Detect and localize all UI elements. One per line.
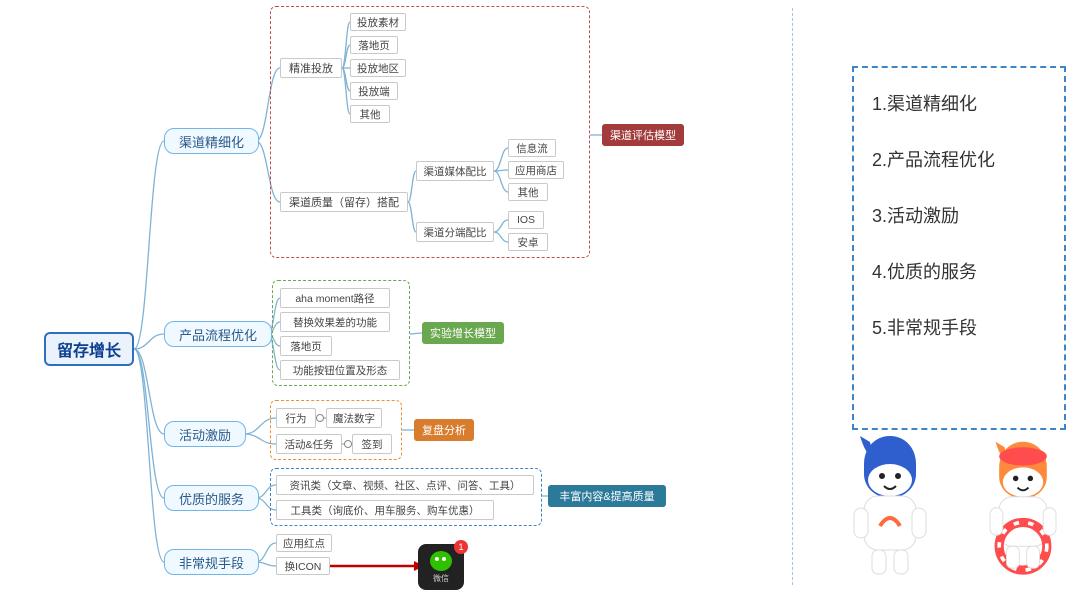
leaf-node: 投放素材 [350, 13, 406, 31]
leaf-node: IOS [508, 211, 544, 229]
leaf-node: 投放端 [350, 82, 398, 100]
summary-item: 3.活动激励 [872, 202, 1046, 228]
leaf-node: 行为 [276, 408, 316, 428]
summary-item: 4.优质的服务 [872, 258, 1046, 284]
summary-item: 5.非常规手段 [872, 314, 1046, 340]
diagram-stage: { "root": {"label":"留存增长","x":44,"y":332… [0, 0, 1080, 593]
branch-l2-unusual: 非常规手段 [164, 549, 259, 575]
badge: 渠道评估模型 [602, 124, 684, 146]
summary-panel: 1.渠道精细化 2.产品流程优化 3.活动激励 4.优质的服务 5.非常规手段 [852, 66, 1066, 430]
leaf-node: 魔法数字 [326, 408, 382, 428]
leaf-node: 活动&任务 [276, 434, 342, 454]
leaf-node: 工具类（询底价、用车服务、购车优惠） [276, 500, 494, 520]
leaf-node: 其他 [508, 183, 548, 201]
leaf-node: 精准投放 [280, 58, 342, 78]
leaf-node: 功能按钮位置及形态 [280, 360, 400, 380]
branch-l2-service: 优质的服务 [164, 485, 259, 511]
app-caption: 微信 [433, 573, 449, 584]
leaf-node: 渠道媒体配比 [416, 161, 494, 181]
expand-dot [316, 414, 324, 422]
notification-badge: 1 [454, 540, 468, 554]
wechat-app-icon: 1 微信 [418, 544, 464, 590]
summary-item: 1.渠道精细化 [872, 90, 1046, 116]
mascot-1 [830, 430, 950, 580]
leaf-node: 安卓 [508, 233, 548, 251]
root-node: 留存增长 [44, 332, 134, 366]
branch-l2-activity: 活动激励 [164, 421, 246, 447]
wechat-bubble-icon [430, 551, 452, 571]
leaf-node: aha moment路径 [280, 288, 390, 308]
leaf-node: 换ICON [276, 557, 330, 575]
mascot-2 [968, 430, 1078, 580]
leaf-node: 替换效果差的功能 [280, 312, 390, 332]
summary-item: 2.产品流程优化 [872, 146, 1046, 172]
leaf-node: 应用红点 [276, 534, 332, 552]
badge: 复盘分析 [414, 419, 474, 441]
leaf-node: 其他 [350, 105, 390, 123]
leaf-node: 渠道质量（留存）搭配 [280, 192, 408, 212]
leaf-node: 资讯类（文章、视频、社区、点评、问答、工具） [276, 475, 534, 495]
badge: 实验增长模型 [422, 322, 504, 344]
leaf-node: 渠道分端配比 [416, 222, 494, 242]
leaf-node: 落地页 [280, 336, 332, 356]
root-label: 留存增长 [57, 337, 121, 361]
vertical-divider [792, 8, 793, 585]
leaf-node: 签到 [352, 434, 392, 454]
branch-l2-channel: 渠道精细化 [164, 128, 259, 154]
badge: 丰富内容&提高质量 [548, 485, 666, 507]
leaf-node: 信息流 [508, 139, 556, 157]
branch-l2-product: 产品流程优化 [164, 321, 272, 347]
leaf-node: 应用商店 [508, 161, 564, 179]
leaf-node: 投放地区 [350, 59, 406, 77]
leaf-node: 落地页 [350, 36, 398, 54]
expand-dot [344, 440, 352, 448]
